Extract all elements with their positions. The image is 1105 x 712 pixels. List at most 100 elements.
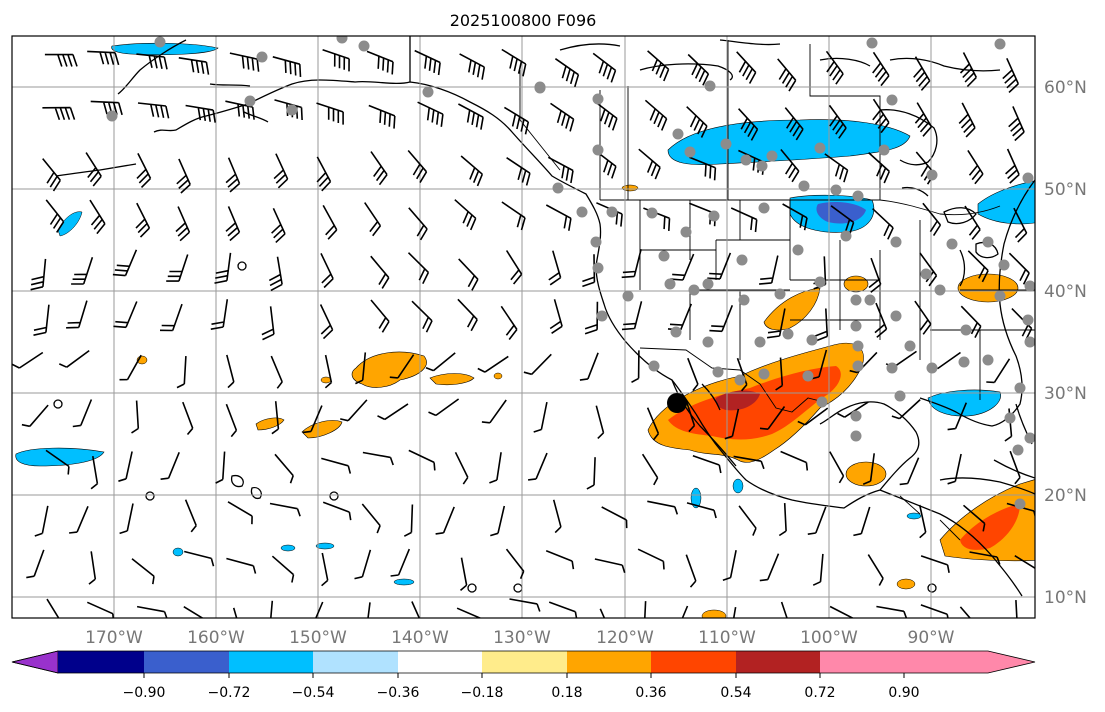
station-dot [646,207,658,219]
station-dot [590,236,602,248]
neg-anomaly-great-lakes [977,180,1035,225]
wind-barb [90,455,99,490]
map-panel [12,36,1035,618]
latitude-labels: 60°N 50°N 40°N 30°N 20°N 10°N [1044,78,1087,608]
station-dot [1014,382,1026,394]
colorbar-extend-right [904,651,1035,673]
wind-barb [1015,600,1018,618]
wind-barb [319,304,334,340]
wind-barb [853,506,871,537]
neg-anomaly-small-5 [690,487,702,509]
station-dot [672,128,684,140]
wind-barb [368,104,396,129]
gridlines [12,36,1035,618]
neg-anomaly-westpac [15,447,105,467]
wind-barb [913,56,931,91]
wind-barb [225,157,241,193]
wind-barb [724,408,740,440]
wind-barb [178,57,210,75]
colorbar-extend-left [11,650,59,674]
wind-barb [272,56,302,77]
station-dot [1014,498,1026,510]
island-5 [467,583,477,593]
lon-label: 140°W [391,628,449,648]
wind-barb [759,553,780,582]
station-markers [106,36,1035,510]
wind-barb [797,407,829,426]
lon-label: 120°W [596,628,654,648]
station-dot [740,154,752,166]
wind-barb [862,453,875,485]
coastline-central-america [879,489,1023,597]
station-dot [664,278,676,290]
station-dot [1024,432,1035,444]
wind-barb [631,350,640,384]
wind-barb [271,555,295,583]
wind-barb [30,258,47,291]
station-dot [688,284,700,296]
station-dot [958,356,970,368]
wind-barb [414,49,441,76]
station-dot [704,80,716,92]
wind-barb [364,202,382,237]
lon-label: 110°W [698,628,756,648]
station-dot [890,310,902,322]
wind-barb [403,504,414,537]
wind-barb [225,100,255,120]
wind-barb [732,606,737,618]
anomaly-shading [15,42,1035,618]
colorbar-segment [736,651,820,673]
wind-barb [46,598,60,618]
station-dot [982,236,994,248]
wind-barb [550,102,575,132]
station-dot [658,250,670,262]
wind-barb [593,148,617,179]
lon-label: 150°W [289,628,347,648]
wind-barb [183,606,204,618]
station-dot [1012,444,1024,456]
colorbar-outline [11,650,1036,674]
wind-barb [454,199,477,231]
wind-barb [722,550,737,581]
wind-barb [227,501,253,525]
station-dot [684,146,696,158]
wind-barb [166,254,189,282]
station-dot [814,276,826,288]
wind-barb [370,151,388,186]
station-dot [982,354,994,366]
station-dot [336,36,348,44]
wind-barb [407,149,428,184]
station-dot [576,206,588,218]
wind-barb [176,356,187,389]
wind-barb [824,153,849,183]
wind-barb [621,249,642,279]
wind-barb [646,407,660,441]
neg-anomaly-small-3 [280,544,296,552]
wind-barb [407,252,430,285]
station-dot [994,290,1006,302]
wind-barb [214,252,232,284]
wind-barb [370,255,390,289]
station-dot [592,144,604,156]
colorbar-segment [820,651,904,673]
wind-barb [947,453,962,485]
wind-barb [269,502,301,517]
station-dot [850,320,862,332]
wind-barb [548,601,578,618]
wind-barb [686,502,717,519]
lat-label: 40°N [1044,282,1087,302]
wind-barb [210,299,229,330]
wind-barb [477,355,509,373]
colorbar-segment [567,651,651,673]
station-dot [702,336,714,348]
wind-barb [324,354,333,389]
wind-barb [354,549,372,580]
station-dot [648,360,660,372]
station-dot [926,362,938,374]
wind-barb [185,104,216,123]
neg-anomaly-canada [667,119,911,165]
wind-barb [638,148,661,180]
colorbar-segment [313,651,398,673]
wind-barb [599,608,606,618]
wind-barb [549,299,563,334]
